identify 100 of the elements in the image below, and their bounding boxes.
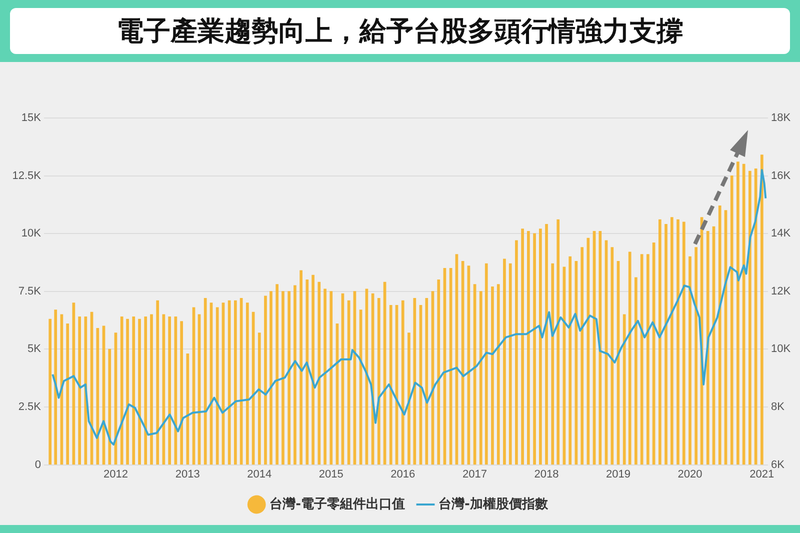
- y2-tick-label: 12K: [771, 285, 792, 298]
- bar: [742, 164, 746, 465]
- bar: [664, 224, 668, 465]
- bar: [126, 318, 129, 465]
- bar: [538, 228, 542, 465]
- bar: [330, 291, 333, 465]
- bar: [377, 298, 380, 465]
- bar: [545, 224, 548, 465]
- bar: [96, 328, 100, 465]
- bar: [640, 254, 644, 465]
- y-tick-label: 5K: [28, 343, 42, 356]
- bar: [186, 353, 190, 465]
- x-tick-label: 2014: [247, 468, 272, 480]
- bar: [479, 291, 482, 465]
- bar: [491, 286, 494, 465]
- bar: [408, 332, 410, 465]
- bar: [515, 240, 518, 465]
- bar: [258, 332, 261, 465]
- bar: [634, 277, 638, 465]
- x-tick-label: 2017: [462, 468, 488, 480]
- y-tick-label: 12.5K: [12, 170, 42, 182]
- y2-tick-label: 6K: [771, 458, 786, 471]
- y-tick-label: 10K: [21, 228, 42, 240]
- bar: [556, 219, 560, 465]
- bar: [508, 263, 512, 465]
- bar: [622, 314, 626, 465]
- bar: [288, 291, 290, 465]
- y2-tick-label: 10K: [771, 343, 792, 356]
- bar: [748, 170, 752, 465]
- bar: [533, 233, 536, 465]
- bar: [234, 300, 237, 465]
- bar: [180, 321, 183, 465]
- x-tick-label: 2020: [678, 468, 702, 480]
- bar: [425, 298, 428, 465]
- bar: [276, 284, 279, 465]
- bar: [108, 348, 112, 465]
- bar: [521, 228, 524, 465]
- bar: [300, 270, 302, 465]
- bar: [204, 298, 207, 465]
- y2-tick-label: 8K: [771, 401, 786, 414]
- bar: [54, 310, 58, 465]
- bar: [132, 316, 136, 465]
- y-tick-label: 0: [34, 458, 41, 471]
- bar: [580, 247, 584, 465]
- bar: [228, 300, 231, 465]
- bar: [437, 280, 440, 465]
- bar: [294, 285, 296, 465]
- bar: [174, 316, 178, 465]
- bar: [730, 175, 734, 465]
- x-tick-label: 2018: [534, 468, 559, 480]
- bar: [84, 316, 88, 465]
- bar: [628, 252, 632, 465]
- bar: [216, 307, 219, 465]
- bar: [646, 254, 650, 465]
- y-tick-label: 15K: [21, 112, 42, 124]
- bar: [760, 154, 764, 465]
- bar: [706, 230, 710, 465]
- bar: [610, 247, 614, 465]
- bar: [586, 238, 590, 465]
- legend-label: 台灣-電子零組件出口值: [270, 496, 406, 512]
- bar: [658, 219, 662, 465]
- bar: [78, 316, 81, 465]
- bar: [527, 230, 530, 465]
- y2-tick-label: 14K: [771, 228, 792, 240]
- bar: [246, 302, 249, 465]
- bar: [306, 280, 309, 465]
- x-tick-label: 2019: [606, 468, 630, 480]
- legend-label: 台灣-加權股價指數: [438, 496, 549, 512]
- y-tick-label: 7.5K: [18, 285, 42, 298]
- bar: [718, 206, 722, 465]
- bar: [389, 304, 392, 465]
- bar: [318, 282, 321, 465]
- y-tick-label: 2.5K: [18, 401, 42, 414]
- bar: [120, 316, 124, 465]
- bar: [568, 256, 572, 465]
- bar: [48, 318, 52, 465]
- bar: [670, 217, 674, 465]
- bar: [144, 316, 148, 465]
- bar: [324, 288, 326, 465]
- bar: [138, 318, 141, 465]
- bar: [72, 302, 76, 465]
- chart-title: 電子產業趨勢向上，給予台股多頭行情強力支撐: [116, 15, 684, 49]
- x-tick-label: 2012: [103, 468, 128, 480]
- bar: [496, 284, 500, 465]
- x-tick-label: 2015: [318, 468, 344, 480]
- y2-tick-label: 16K: [771, 170, 792, 182]
- x-tick-label: 2013: [175, 468, 200, 480]
- x-tick-label: 2021: [750, 468, 774, 480]
- y2-tick-label: 18K: [771, 112, 792, 124]
- bar: [484, 263, 488, 465]
- bar: [682, 222, 686, 465]
- bar: [150, 314, 153, 465]
- bar: [551, 263, 554, 465]
- bar: [312, 274, 314, 465]
- bar: [694, 247, 698, 465]
- bar: [401, 300, 404, 465]
- bar: [598, 230, 602, 465]
- bar: [282, 291, 284, 465]
- bar: [688, 256, 692, 465]
- bar: [676, 219, 680, 465]
